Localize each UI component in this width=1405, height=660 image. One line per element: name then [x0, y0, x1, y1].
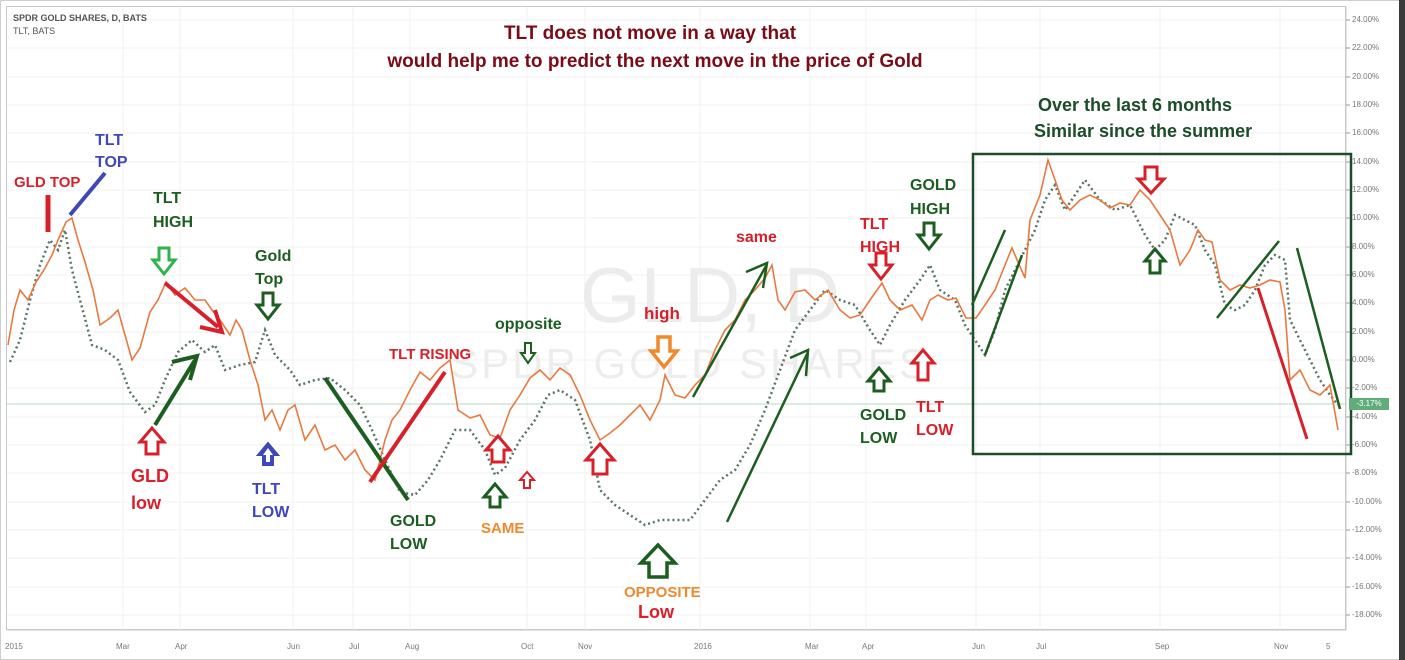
label-tlt-low-2: TLT LOW	[916, 399, 954, 439]
tlt-top-marker	[68, 171, 107, 217]
tlt-up-arrow-1-icon	[482, 433, 514, 464]
y-tick: -14.00%	[1352, 553, 1382, 562]
opposite-up-arrow-icon	[636, 542, 680, 579]
x-tick: Apr	[862, 642, 875, 651]
label-opposite-1: opposite	[495, 316, 562, 333]
gold-high-arrow-icon	[914, 221, 944, 252]
chart-title-line1: TLT does not move in a way that	[503, 23, 797, 44]
x-tick: Aug	[405, 642, 420, 651]
x-tick: Jun	[287, 642, 300, 651]
same-arrow-1	[691, 265, 768, 398]
y-tick: 6.00%	[1352, 270, 1375, 279]
box-green-up-arrow-icon	[1141, 246, 1169, 275]
six-month-box	[971, 152, 1353, 456]
tlt-up-arrow-small-icon	[517, 470, 537, 489]
right-border	[1399, 0, 1405, 660]
high-arrow-icon	[647, 335, 681, 370]
label-low-1: Low	[638, 602, 674, 622]
label-tlt-high-2: TLT HIGH	[860, 216, 900, 256]
y-tick: 4.00%	[1352, 298, 1375, 307]
label-gold-high: GOLD HIGH	[910, 177, 957, 218]
x-tick: Mar	[116, 642, 130, 651]
tlt-line	[7, 157, 1339, 482]
y-tick: -16.00%	[1352, 582, 1382, 591]
tlt-low-arrow-nov-icon	[582, 441, 618, 476]
label-tlt-low-1: TLT LOW	[252, 481, 290, 521]
label-tlt-top: TLT TOP	[95, 132, 128, 171]
label-gold-top: Gold Top	[255, 248, 292, 288]
box-red-down-arrow-icon	[1134, 165, 1168, 196]
y-tick: 10.00%	[1352, 213, 1380, 222]
y-tick: 0.00%	[1352, 355, 1375, 364]
x-tick: Jul	[349, 642, 360, 651]
x-tick: Apr	[175, 642, 188, 651]
y-tick: 12.00%	[1352, 185, 1380, 194]
tlt-low-2-arrow-icon	[908, 347, 938, 382]
x-tick: Sep	[1155, 642, 1170, 651]
y-tick: -4.00%	[1352, 412, 1378, 421]
gld-low-arrow-icon	[136, 425, 168, 456]
y-tick: 18.00%	[1352, 100, 1380, 109]
y-tick: 20.00%	[1352, 72, 1380, 81]
last-value-badge: -3.17%	[1349, 398, 1389, 410]
y-tick: 24.00%	[1352, 15, 1380, 24]
x-tick: Jun	[972, 642, 985, 651]
x-tick: Nov	[578, 642, 593, 651]
box-caption-line2: Similar since the summer	[1034, 121, 1253, 141]
gld-candles	[8, 177, 1339, 527]
h-gridlines	[7, 19, 1345, 616]
y-tick: 8.00%	[1352, 242, 1375, 251]
x-tick: Jul	[1036, 642, 1047, 651]
label-same-1: SAME	[481, 520, 525, 537]
x-tick: 5	[1326, 642, 1331, 651]
gold-up-arrow-1-icon	[480, 481, 510, 509]
red-down-diagonal-arrow-icon	[199, 309, 225, 335]
x-tick: Nov	[1274, 642, 1289, 651]
label-gold-low-2: GOLD LOW	[860, 407, 907, 447]
x-tick: Oct	[521, 642, 534, 651]
x-tick: 2015	[5, 642, 23, 651]
gold-low-2-arrow-icon	[864, 365, 894, 393]
green-up-diagonal-arrow-icon	[171, 353, 200, 381]
label-gld-top: GLD TOP	[14, 174, 81, 191]
legend-main-series[interactable]: SPDR GOLD SHARES, D, BATS	[13, 13, 147, 23]
y-tick: 14.00%	[1352, 157, 1380, 166]
y-tick: -8.00%	[1352, 468, 1378, 477]
y-tick: -12.00%	[1352, 525, 1382, 534]
y-tick: -6.00%	[1352, 440, 1378, 449]
y-tick: -2.00%	[1352, 383, 1378, 392]
watermark-name: SPDR GOLD SHARES	[450, 340, 930, 387]
gold-decline-line	[323, 376, 410, 502]
label-tlt-high-1: TLT HIGH	[153, 190, 193, 231]
v-gridlines	[122, 7, 1281, 630]
x-tick: Mar	[805, 642, 819, 651]
label-gold-low-1: GOLD LOW	[390, 513, 437, 553]
tlt-rising-line	[368, 370, 447, 484]
same-arrow-2	[725, 351, 810, 523]
y-tick: 22.00%	[1352, 43, 1380, 52]
label-gld-low: GLD low	[131, 466, 169, 513]
y-tick: -10.00%	[1352, 497, 1382, 506]
label-same-2: same	[736, 229, 777, 246]
x-tick: 2016	[694, 642, 712, 651]
tlt-high-2-arrow-icon	[866, 251, 896, 282]
gold-top-arrow-icon	[253, 291, 283, 322]
opposite-arrow-icon	[519, 342, 537, 365]
y-tick: 16.00%	[1352, 128, 1380, 137]
y-tick: 2.00%	[1352, 327, 1375, 336]
label-high-1: high	[644, 304, 680, 323]
y-tick: -18.00%	[1352, 610, 1382, 619]
label-tlt-rising: TLT RISING	[389, 346, 472, 363]
box-caption-line1: Over the last 6 months	[1038, 95, 1233, 115]
legend: SPDR GOLD SHARES, D, BATS TLT, BATS	[13, 12, 147, 38]
watermark-symbol: GLD, D	[580, 251, 840, 339]
tlt-high-arrow-icon	[149, 246, 179, 277]
legend-compare-series[interactable]: TLT, BATS	[13, 26, 56, 36]
label-opposite-2: OPPOSITE	[624, 584, 701, 601]
chart-title-line2: would help me to predict the next move i…	[387, 51, 923, 72]
